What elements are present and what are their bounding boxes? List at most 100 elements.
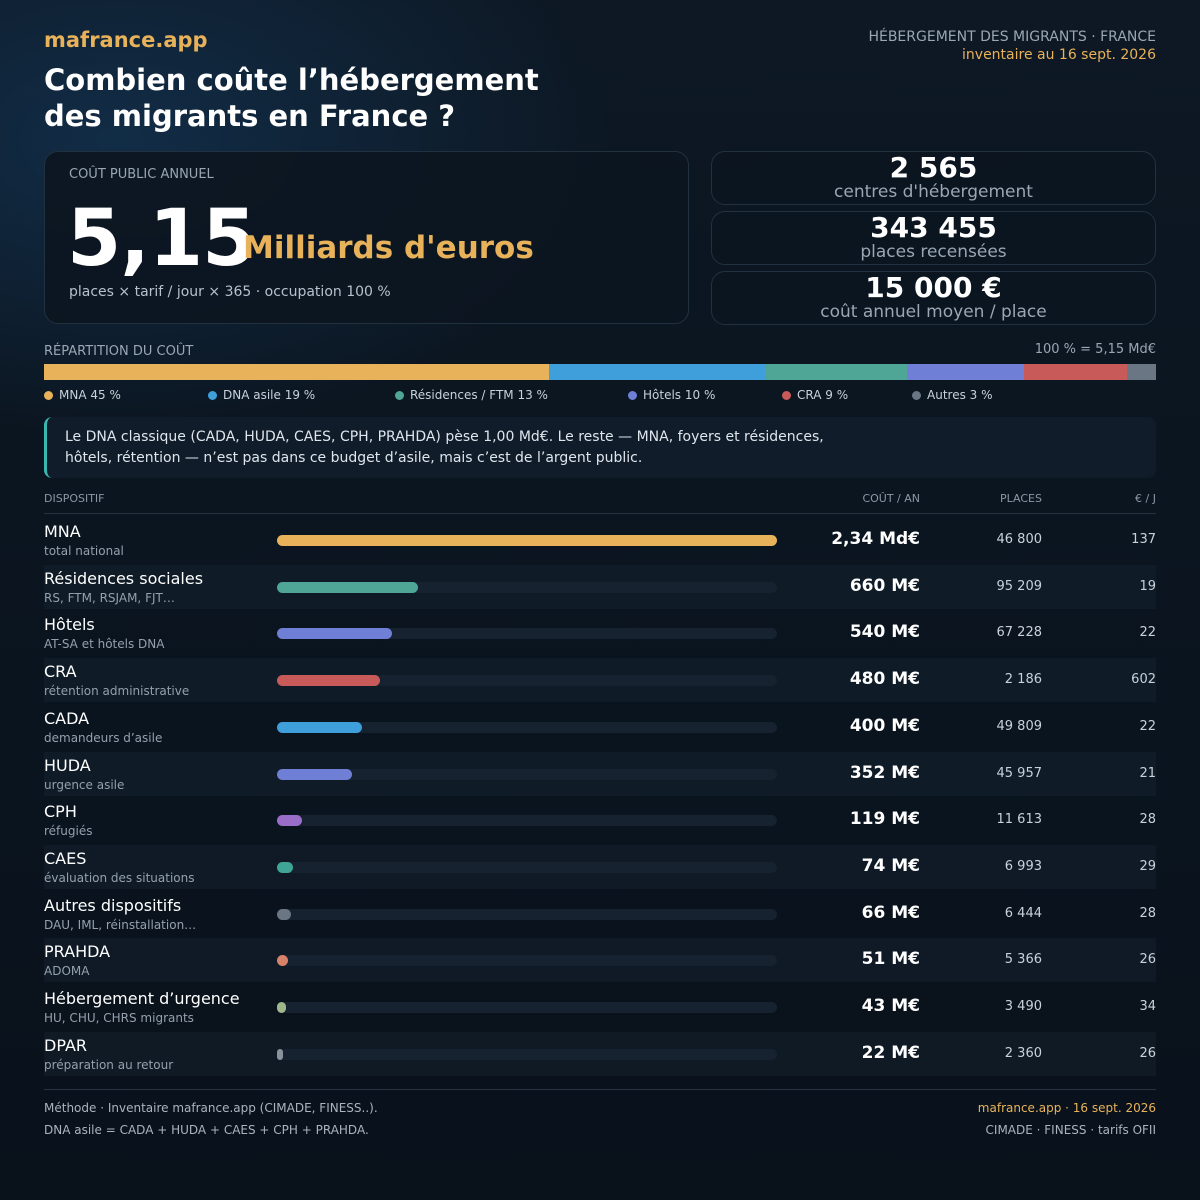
row-subtitle: RS, FTM, RSJAM, FJT…: [44, 590, 175, 605]
annual-cost-card: COÛT PUBLIC ANNUEL 5,15 Milliards d'euro…: [44, 151, 689, 324]
row-bar-track: [277, 1002, 777, 1013]
repartition-total: 100 % = 5,15 Md€: [1034, 342, 1156, 357]
row-places: 11 613: [996, 812, 1043, 828]
row-bar: [277, 581, 419, 593]
row-subtitle: réfugiés: [44, 824, 93, 839]
row-subtitle: urgence asile: [44, 777, 125, 792]
row-places: 5 366: [1004, 952, 1042, 968]
row-bar-track: [277, 1048, 777, 1060]
legend-label: Hôtels 10 %: [643, 388, 716, 402]
row-eur-per-day: 19: [1139, 578, 1156, 594]
row-cost: 660 M€: [849, 575, 920, 596]
row-subtitle: demandeurs d’asile: [44, 730, 163, 745]
table-header-divider: [44, 513, 1156, 514]
table-row: CPH réfugiés 119 M€ 11 613 28: [44, 798, 1156, 842]
annual-cost-label: COÛT PUBLIC ANNUEL: [69, 167, 214, 182]
row-name: CAES: [44, 848, 87, 868]
legend-label: MNA 45 %: [59, 388, 121, 402]
row-eur-per-day: 26: [1139, 952, 1156, 968]
repartition-segment: [548, 364, 765, 380]
legend-dot: [208, 391, 217, 400]
info-note-line-2: hôtels, rétention — n’est pas dans ce bu…: [65, 450, 643, 466]
footer-brand-date[interactable]: mafrance.app · 16 sept. 2026: [977, 1101, 1156, 1115]
row-bar-track: [277, 815, 777, 827]
row-cost: 22 M€: [861, 1042, 920, 1063]
row-places: 6 444: [1004, 905, 1042, 921]
row-bar-track: [277, 675, 777, 687]
row-places: 95 209: [996, 578, 1043, 594]
footer-method: Méthode · Inventaire mafrance.app (CIMAD…: [44, 1101, 378, 1115]
row-name: CRA: [44, 662, 77, 682]
row-bar: [277, 675, 380, 687]
legend-label: DNA asile 19 %: [223, 388, 316, 402]
row-subtitle: AT-SA et hôtels DNA: [44, 637, 165, 652]
row-subtitle: préparation au retour: [44, 1057, 174, 1072]
legend-item: CRA 9 %: [782, 388, 848, 402]
row-bar-track: [277, 768, 777, 780]
annual-cost-unit: Milliards d'euros: [243, 230, 534, 266]
row-subtitle: HU, CHU, CHRS migrants: [44, 1011, 194, 1025]
legend-dot: [912, 391, 921, 400]
kpi-cost-per-place-label: coût annuel moyen / place: [820, 302, 1047, 322]
legend-item: Hôtels 10 %: [628, 388, 715, 402]
row-name: MNA: [44, 522, 81, 541]
row-cost: 66 M€: [861, 902, 920, 923]
col-header-dispositif: DISPOSITIF: [44, 492, 105, 505]
row-subtitle: total national: [44, 544, 124, 558]
row-cost: 480 M€: [849, 669, 920, 690]
table-row: Hébergement d’urgence HU, CHU, CHRS migra…: [44, 985, 1156, 1029]
row-name: DPAR: [44, 1035, 88, 1055]
row-bar: [277, 908, 292, 920]
row-places: 49 809: [996, 718, 1043, 734]
row-bar: [277, 861, 293, 873]
col-header-cost: COÛT / AN: [862, 492, 920, 505]
table-row: PRAHDA ADOMA 51 M€ 5 366 26: [44, 938, 1156, 983]
row-eur-per-day: 28: [1139, 905, 1156, 921]
row-eur-per-day: 21: [1139, 765, 1156, 781]
page-title-line-1: Combien coûte l’hébergement: [44, 63, 539, 97]
row-bar: [277, 768, 353, 780]
row-cost: 2,34 Md€: [831, 529, 920, 549]
kpi-cost-per-place-value: 15 000 €: [865, 271, 1002, 304]
row-name: Résidences sociales: [44, 568, 204, 588]
row-bar: [277, 628, 393, 640]
row-bar-track: [277, 908, 777, 920]
legend-label: Autres 3 %: [927, 388, 993, 402]
repartition-label: RÉPARTITION DU COÛT: [44, 344, 194, 359]
table-row: Résidences sociales RS, FTM, RSJAM, FJT… 6…: [44, 564, 1156, 609]
legend-item: DNA asile 19 %: [208, 388, 315, 402]
row-subtitle: évaluation des situations: [44, 870, 195, 885]
row-bar: [277, 955, 288, 967]
row-name: Autres dispositifs: [44, 895, 182, 915]
table-row: DPAR préparation au retour 22 M€ 2 360 26: [44, 1031, 1156, 1076]
row-places: 3 490: [1004, 999, 1042, 1014]
repartition-stacked-bar: [44, 364, 1156, 380]
footer-dna-definition: DNA asile = CADA + HUDA + CAES + CPH + P…: [44, 1123, 369, 1137]
brand-logo[interactable]: mafrance.app: [44, 28, 208, 52]
legend-item: MNA 45 %: [44, 388, 121, 402]
kpi-places-value: 343 455: [870, 211, 997, 244]
repartition-segment: [906, 364, 1024, 380]
kpi-cost-per-place-card: 15 000 € coût annuel moyen / place: [711, 271, 1156, 325]
page-title: Combien coûte l’hébergement des migrants…: [44, 62, 604, 134]
row-cost: 74 M€: [861, 855, 920, 876]
table-row: CRA rétention administrative 480 M€ 2 186 60…: [44, 658, 1156, 703]
repartition-segment: [1023, 364, 1128, 380]
kpi-places-label: places recensées: [860, 242, 1007, 262]
legend-dot: [628, 391, 637, 400]
row-bar: [277, 815, 303, 827]
legend-dot: [44, 391, 53, 400]
row-bar: [277, 535, 777, 546]
row-cost: 51 M€: [861, 949, 920, 970]
row-places: 2 360: [1004, 1045, 1042, 1061]
kpi-centres-card: 2 565 centres d'hébergement: [711, 151, 1156, 205]
repartition-segment: [1127, 364, 1156, 380]
row-bar-track: [277, 955, 777, 967]
header-date: inventaire au 16 sept. 2026: [962, 47, 1156, 63]
legend-item: Résidences / FTM 13 %: [395, 388, 548, 402]
footer-sources: CIMADE · FINESS · tarifs OFII: [985, 1123, 1156, 1137]
row-eur-per-day: 29: [1139, 858, 1156, 874]
row-places: 45 957: [996, 765, 1043, 781]
kpi-centres-label: centres d'hébergement: [834, 182, 1033, 202]
kpi-places-card: 343 455 places recensées: [711, 211, 1156, 265]
